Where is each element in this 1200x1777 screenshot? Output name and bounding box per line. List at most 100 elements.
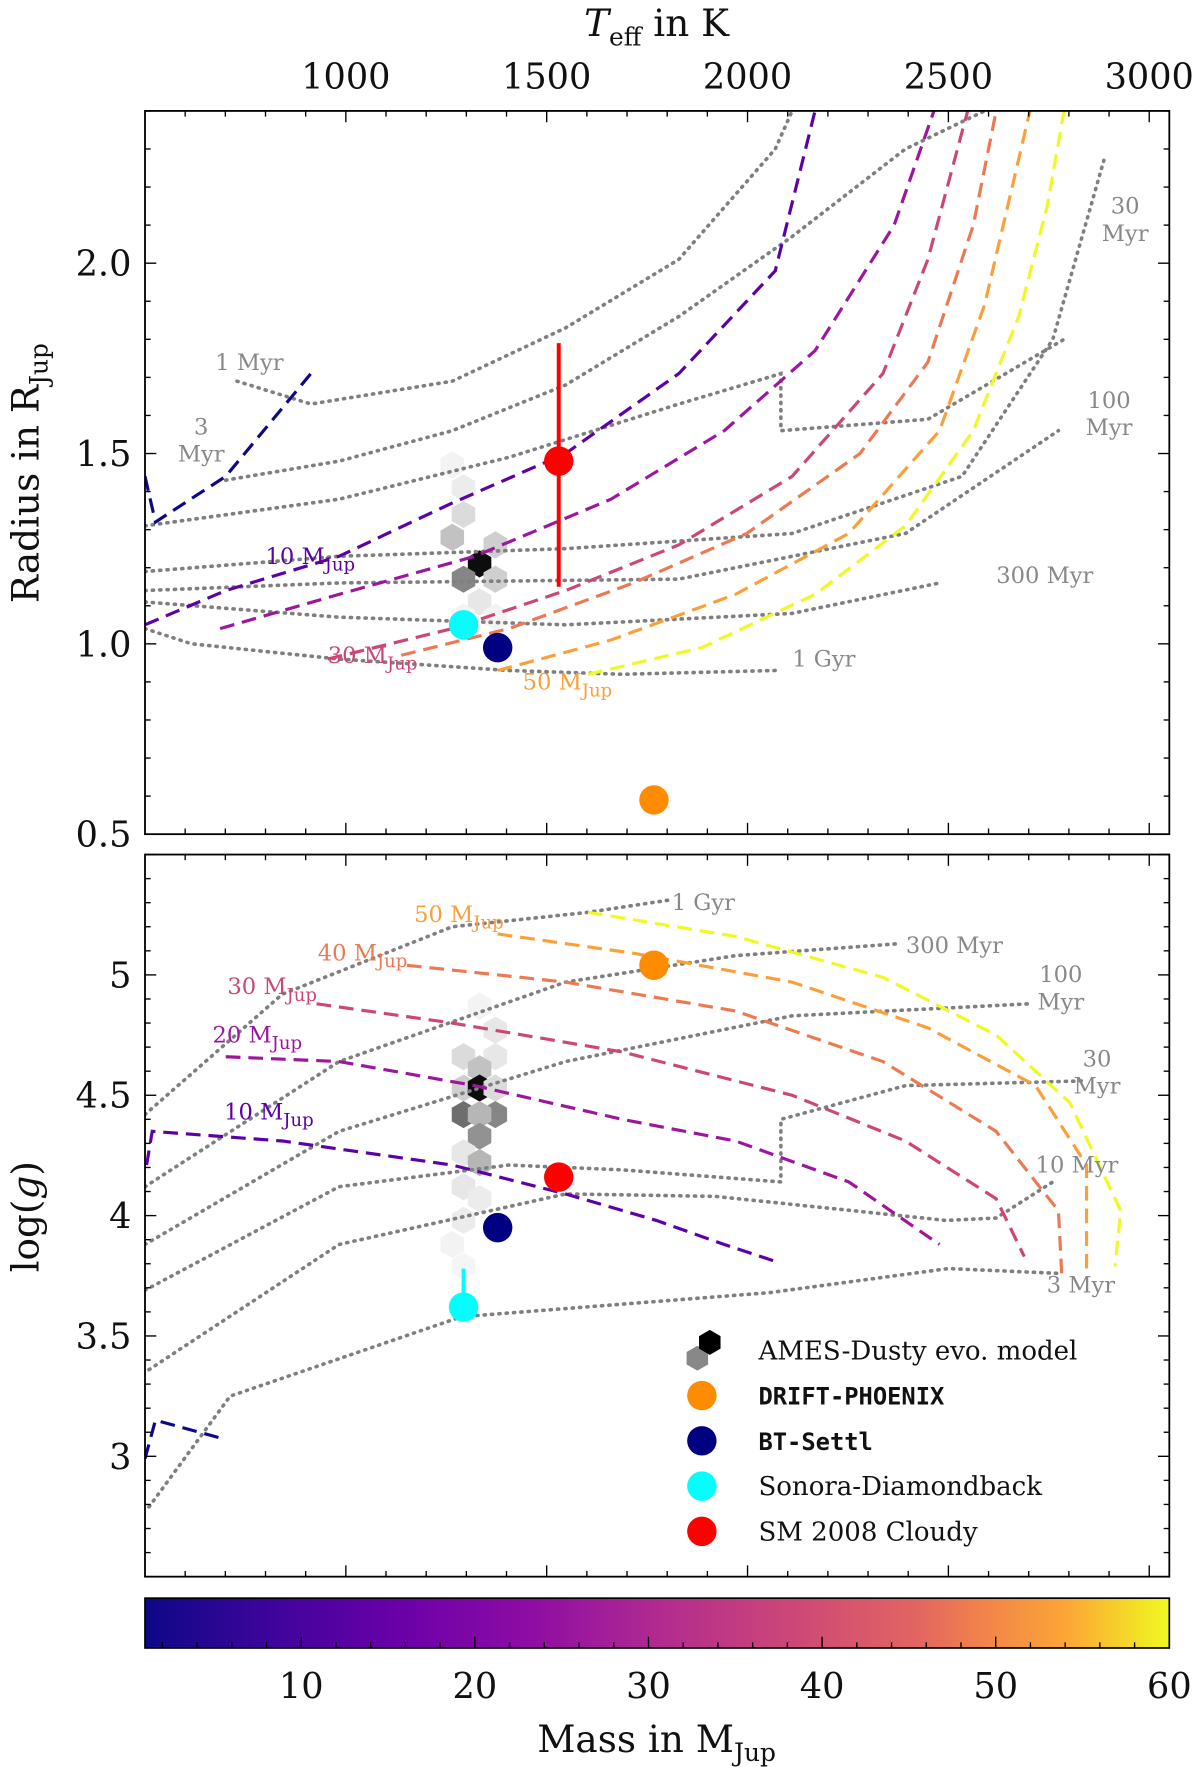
- mass-track-30: [316, 1002, 1026, 1258]
- plot-area: [144, 898, 1123, 1509]
- mass-label-text: 20 M: [212, 1022, 271, 1048]
- hexbin-cell: [483, 1074, 508, 1102]
- isochrone-3-myr: [147, 1266, 1061, 1509]
- colorbar-label: Mass in MJup: [537, 1717, 776, 1767]
- mass-label-sub: Jup: [270, 1033, 302, 1054]
- data-point-bt-settl: [482, 632, 513, 663]
- isochrone-30-myr: [144, 1078, 1089, 1293]
- x-tick-label: 2500: [904, 56, 993, 97]
- mass-label-sub: Jup: [375, 951, 408, 972]
- mass-track-50: [497, 110, 1032, 673]
- age-label-line: 30: [1083, 1046, 1112, 1072]
- age-label-line: 100: [1039, 962, 1082, 988]
- data-point-sonora-diamondback: [448, 1292, 479, 1322]
- mass-label-sub: Jup: [580, 680, 613, 701]
- mass-track-40: [400, 110, 998, 657]
- data-point-drift-phoenix: [639, 785, 669, 815]
- age-label-line: 300 Myr: [996, 563, 1093, 589]
- isochrone-30-myr: [144, 158, 1106, 574]
- axes-frame: [144, 110, 1171, 836]
- colorbar: 10 20 30 40 50 60: [144, 1597, 1192, 1707]
- y-tick-label: 1.5: [76, 434, 132, 475]
- colorbar-tick-label: 10: [279, 1666, 324, 1707]
- mass-label-text: 40 M: [318, 940, 377, 966]
- age-label-line: 10 Myr: [1036, 1152, 1119, 1178]
- hexbin-cell: [483, 1016, 508, 1044]
- legend-label: AMES-Dusty evo. model: [757, 1336, 1077, 1366]
- hexbin-cell: [440, 1230, 465, 1259]
- hexbin-cell: [467, 1185, 492, 1213]
- hexbin-cell: [467, 1100, 492, 1129]
- mass-track-20: [225, 1055, 941, 1246]
- isochrone-1-gyr: [144, 626, 778, 677]
- x-tick-label: 1500: [502, 56, 591, 97]
- x-tick-label: 1000: [301, 56, 390, 97]
- y-tick-label: 0.5: [76, 815, 132, 856]
- age-label: 1 Myr: [215, 350, 284, 376]
- colorbar-tick-label: 40: [800, 1666, 845, 1707]
- colorbar-tick-label: 20: [453, 1666, 498, 1707]
- age-label-line: 1 Gyr: [792, 647, 855, 673]
- radius-y-axis-label: Radius in RJup: [4, 343, 54, 603]
- y-tick-label: 5: [109, 955, 131, 996]
- mass-track-10: [144, 110, 817, 627]
- legend-marker-black-hex: [699, 1329, 721, 1355]
- age-label: 3 Myr: [178, 414, 225, 467]
- legend-marker: [687, 1471, 717, 1501]
- hexbin-cell: [467, 1122, 492, 1150]
- isochrone-10-myr: [144, 337, 1066, 528]
- age-label-line: Myr: [1074, 1074, 1121, 1100]
- mass-track-60: [587, 110, 1066, 676]
- age-label: 1 Gyr: [792, 647, 855, 673]
- hexbin-cell: [451, 1252, 476, 1280]
- mass-label-text: 30 M: [227, 974, 286, 1000]
- hexbin-cell: [440, 523, 465, 551]
- hexbin-cell: [440, 451, 465, 479]
- age-label: 300 Myr: [906, 933, 1003, 959]
- x-tick-label: 3000: [1105, 56, 1194, 97]
- y-tick-label: 1.0: [76, 624, 132, 665]
- y-tick-label: 3.5: [76, 1316, 132, 1357]
- mass-label: 10 MJup: [224, 1099, 314, 1131]
- mass-label-sub: Jup: [471, 913, 503, 934]
- y-tick-label: 3: [109, 1437, 131, 1478]
- mass-label: 30 MJup: [227, 974, 317, 1006]
- legend-label: SM 2008 Cloudy: [758, 1517, 978, 1547]
- age-label-line: Myr: [1037, 989, 1084, 1015]
- age-label-line: 300 Myr: [906, 933, 1003, 959]
- mass-label: 50 MJup: [414, 902, 504, 934]
- hexbin-cell: [451, 1206, 476, 1235]
- data-point-sonora-diamondback: [448, 610, 479, 640]
- colorbar-tick-label: 50: [973, 1666, 1018, 1707]
- mass-label-sub: Jup: [385, 654, 417, 675]
- colorbar-tick-label: 60: [1147, 1666, 1192, 1707]
- logg-y-axis-label: log(g): [4, 1161, 48, 1272]
- legend-marker-gray-hex: [686, 1345, 709, 1371]
- mass-label: 40 MJup: [318, 940, 408, 972]
- data-point-drift-phoenix: [639, 950, 669, 980]
- mass-label: 50 MJup: [523, 670, 613, 702]
- age-label: 1 Gyr: [672, 890, 735, 916]
- hexbin-cell: [467, 588, 492, 616]
- plot-area: [144, 110, 1106, 815]
- hexbin-cell: [467, 992, 492, 1020]
- y-tick-label: 4.5: [76, 1076, 132, 1117]
- age-label-line: 3 Myr: [1047, 1273, 1116, 1299]
- age-label: 30 Myr: [1102, 194, 1149, 247]
- hexbin-cell: [483, 565, 508, 593]
- mass-label-sub: Jup: [281, 1110, 313, 1131]
- mass-label-text: 50 M: [414, 902, 473, 928]
- mass-label-sub: Jup: [323, 555, 356, 576]
- y-tick-label: 4: [109, 1196, 131, 1237]
- isochrone-300-myr: [144, 581, 942, 627]
- age-label-line: Myr: [1102, 221, 1149, 247]
- legend-label: BT-Settl: [758, 1428, 872, 1456]
- age-label-line: 1 Gyr: [672, 890, 735, 916]
- mass-label-text: 30 M: [328, 643, 387, 669]
- mass-track-1: [144, 372, 313, 525]
- legend: AMES-Dusty evo. model DRIFT-PHOENIX BT-Set…: [686, 1329, 1077, 1547]
- isochrone-3-myr: [223, 110, 987, 482]
- mass-track-60: [587, 910, 1123, 1267]
